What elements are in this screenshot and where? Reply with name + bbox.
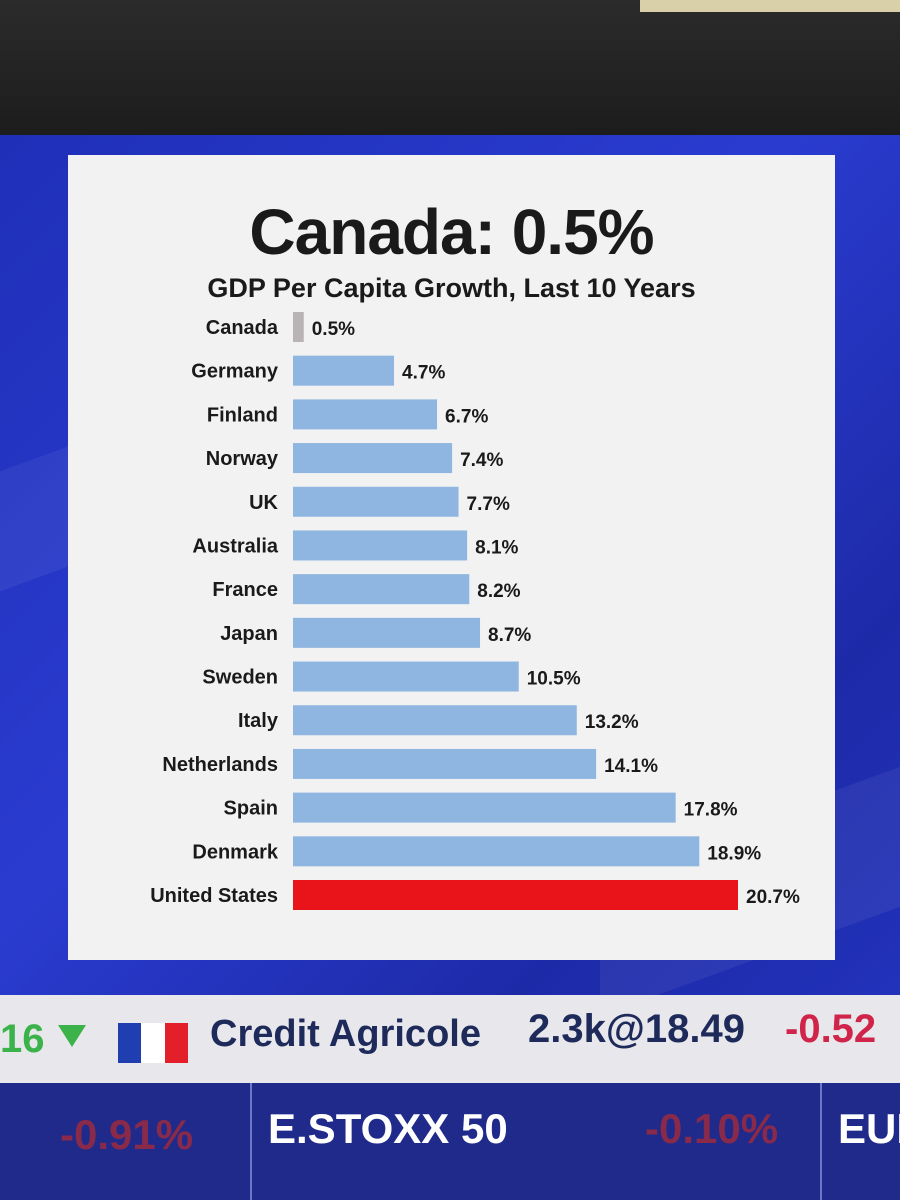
down-arrow-icon <box>58 1025 86 1047</box>
value-label: 7.7% <box>467 494 510 515</box>
index-name: E.STOXX 50 <box>268 1105 508 1152</box>
bar <box>293 486 459 517</box>
bar-chart: Canada 0.5% Germany 4.7% Finland 6.7% Norway 7.… <box>150 312 800 910</box>
left-change: -0.91% <box>60 1111 194 1158</box>
flag-stripe-blue <box>118 1023 142 1063</box>
bar <box>293 312 304 342</box>
category-label: Spain <box>224 798 278 820</box>
value-label: 17.8% <box>684 800 738 821</box>
category-label: Denmark <box>192 841 278 863</box>
category-label: UK <box>249 492 278 514</box>
value-label: 8.1% <box>475 537 518 558</box>
right-label: EUR <box>838 1105 900 1152</box>
value-label: 14.1% <box>604 756 658 777</box>
chart-subtitle: GDP Per Capita Growth, Last 10 Years <box>207 273 696 303</box>
value-label: 4.7% <box>402 363 445 384</box>
category-label: Norway <box>206 448 279 470</box>
bar <box>293 574 470 605</box>
category-label: Netherlands <box>162 754 278 776</box>
bar <box>293 792 676 823</box>
bar <box>293 748 597 779</box>
category-label: Australia <box>192 535 278 557</box>
bar <box>293 617 481 648</box>
bar <box>293 880 738 910</box>
category-label: France <box>212 579 278 601</box>
flag-stripe-red <box>164 1023 188 1063</box>
divider <box>820 1083 822 1200</box>
bar <box>293 443 453 474</box>
monitor-bezel <box>0 0 900 140</box>
value-label: 10.5% <box>527 669 581 690</box>
value-label: 13.2% <box>585 712 639 733</box>
chart-card: Canada: 0.5% GDP Per Capita Growth, Last… <box>68 155 835 960</box>
bar <box>293 399 438 430</box>
category-label: Sweden <box>202 667 278 689</box>
value-label: 8.7% <box>488 625 531 646</box>
value-label: 0.5% <box>312 319 355 340</box>
category-label: United States <box>150 885 278 907</box>
bar <box>293 661 519 692</box>
background-light <box>640 0 900 12</box>
chart-title: Canada: 0.5% <box>249 196 654 268</box>
ticker-number: 16 <box>0 1017 45 1061</box>
ticker-company: Credit Agricole <box>210 1013 481 1055</box>
ticker-quantity: 2.3k@18.49 <box>528 1007 745 1051</box>
value-label: 20.7% <box>746 887 800 908</box>
category-label: Canada <box>206 317 279 339</box>
value-label: 7.4% <box>460 450 503 471</box>
value-label: 6.7% <box>445 406 488 427</box>
category-label: Italy <box>238 710 279 732</box>
category-label: Finland <box>207 404 278 426</box>
category-label: Germany <box>191 361 279 383</box>
bar <box>293 836 700 867</box>
divider <box>250 1083 252 1200</box>
ticker-change: -0.52 <box>785 1007 877 1051</box>
bar <box>293 530 468 561</box>
value-label: 8.2% <box>477 581 520 602</box>
bar <box>293 355 395 386</box>
france-flag-icon <box>118 1023 188 1063</box>
category-label: Japan <box>220 623 278 645</box>
stock-ticker: 16 Credit Agricole 2.3k@18.49 -0.52 <box>0 995 900 1083</box>
flag-stripe-white <box>141 1023 165 1063</box>
bar <box>293 705 577 736</box>
value-label: 18.9% <box>707 843 761 864</box>
index-change: -0.10% <box>645 1105 779 1152</box>
index-bar: -0.91% E.STOXX 50 -0.10% EUR <box>0 1083 900 1200</box>
